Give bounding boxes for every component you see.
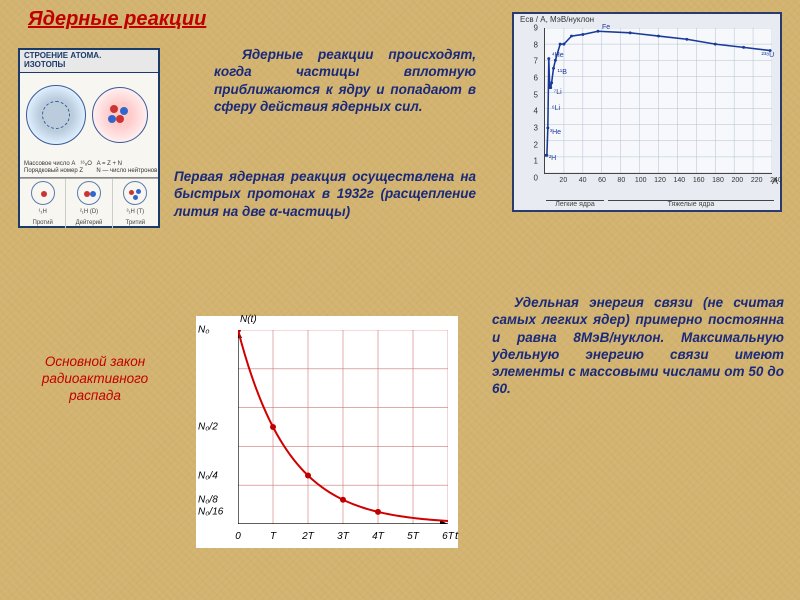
be-annotation: ²H	[549, 155, 556, 162]
be-annotation: ²³⁸U	[762, 52, 775, 59]
atom-structure-figure: СТРОЕНИЕ АТОМА. ИЗОТОПЫ Массовое число A…	[18, 48, 160, 228]
decay-ytick: N₀/2	[198, 422, 218, 433]
decay-xtick: T	[270, 531, 276, 542]
decay-ytick: N₀/16	[198, 506, 223, 517]
isotope-item: ²₁H (D) Дейтерий	[66, 179, 112, 228]
be-annotation: ¹¹B	[558, 69, 567, 76]
be-ytick: 0	[534, 174, 538, 183]
be-ytick: 1	[534, 157, 538, 166]
isotope-row: ¹₁H Протий ²₁H (D) Дейтерий ³₁H (T) Трит…	[20, 178, 158, 228]
be-annotation: ⁶Li	[552, 105, 560, 112]
be-xtick: 200	[731, 177, 743, 184]
isotope-item: ³₁H (T) Тритий	[113, 179, 158, 228]
decay-plot-area	[238, 330, 448, 524]
para-2: Первая ядерная реакция осуществлена на б…	[174, 168, 476, 220]
binding-energy-chart: Eсв / A, МэВ/нуклон A 0123456789 2040608…	[512, 12, 782, 212]
be-ytick: 7	[534, 57, 538, 66]
be-ytick: 2	[534, 140, 538, 149]
be-xtick: 140	[673, 177, 685, 184]
be-annotation: ³He	[550, 129, 561, 136]
para-3: Удельная энергия связи (не считая самых …	[492, 294, 784, 398]
decay-ytick: N₀/8	[198, 494, 218, 505]
decay-xlabel: t	[455, 530, 458, 542]
be-bracket-heavy: Тяжелые ядра	[608, 200, 774, 208]
decay-law-label: Основной закон радиоактивного распада	[18, 354, 172, 405]
be-ytick: 5	[534, 90, 538, 99]
be-ytick: 9	[534, 24, 538, 33]
be-ylabel: Eсв / A, МэВ/нуклон	[520, 15, 594, 24]
be-ytick: 8	[534, 40, 538, 49]
decay-ytick: N₀/4	[198, 470, 218, 481]
decay-xtick: 0	[235, 531, 241, 542]
be-ytick: 4	[534, 107, 538, 116]
be-ytick: 6	[534, 74, 538, 83]
atom-header: СТРОЕНИЕ АТОМА. ИЗОТОПЫ	[20, 50, 158, 73]
be-annotation: ⁴He	[552, 52, 564, 59]
decay-xtick: 3T	[337, 531, 349, 542]
be-xtick: 20	[559, 177, 567, 184]
be-xtick: 180	[712, 177, 724, 184]
be-bracket-light: Легкие ядра	[546, 200, 604, 208]
be-xtick: 240	[770, 177, 782, 184]
decay-xtick: 2T	[302, 531, 314, 542]
decay-chart: N(t) t N₀ N₀/2 N₀/4 N₀/8N₀/16 0 T 2T 3T 4T 5T 6T	[196, 316, 458, 548]
page-title: Ядерные реакции	[28, 8, 206, 31]
be-ytick: 3	[534, 124, 538, 133]
atom-diagram: Массовое число A ¹⁶₈O A = Z + N Порядков…	[20, 73, 158, 178]
be-annotation: ⁷Li	[554, 89, 562, 96]
be-xtick: 120	[654, 177, 666, 184]
be-xtick: 220	[751, 177, 763, 184]
be-xtick: 100	[635, 177, 647, 184]
isotope-item: ¹₁H Протий	[20, 179, 66, 228]
be-xtick: 160	[693, 177, 705, 184]
be-xtick: 60	[598, 177, 606, 184]
decay-xtick: 6T	[442, 531, 454, 542]
decay-ytick: N₀	[198, 325, 209, 336]
be-annotation: Fe	[602, 24, 610, 31]
para-1: Ядерные реакции происходят, когда частиц…	[214, 46, 476, 115]
decay-ylabel: N(t)	[240, 314, 257, 325]
be-plot-area	[544, 28, 772, 174]
decay-xtick: 5T	[407, 531, 419, 542]
atom-header-l1: СТРОЕНИЕ АТОМА.	[24, 51, 101, 60]
atom-header-l2: ИЗОТОПЫ	[24, 60, 65, 69]
be-xtick: 80	[617, 177, 625, 184]
decay-xtick: 4T	[372, 531, 384, 542]
be-xtick: 40	[579, 177, 587, 184]
